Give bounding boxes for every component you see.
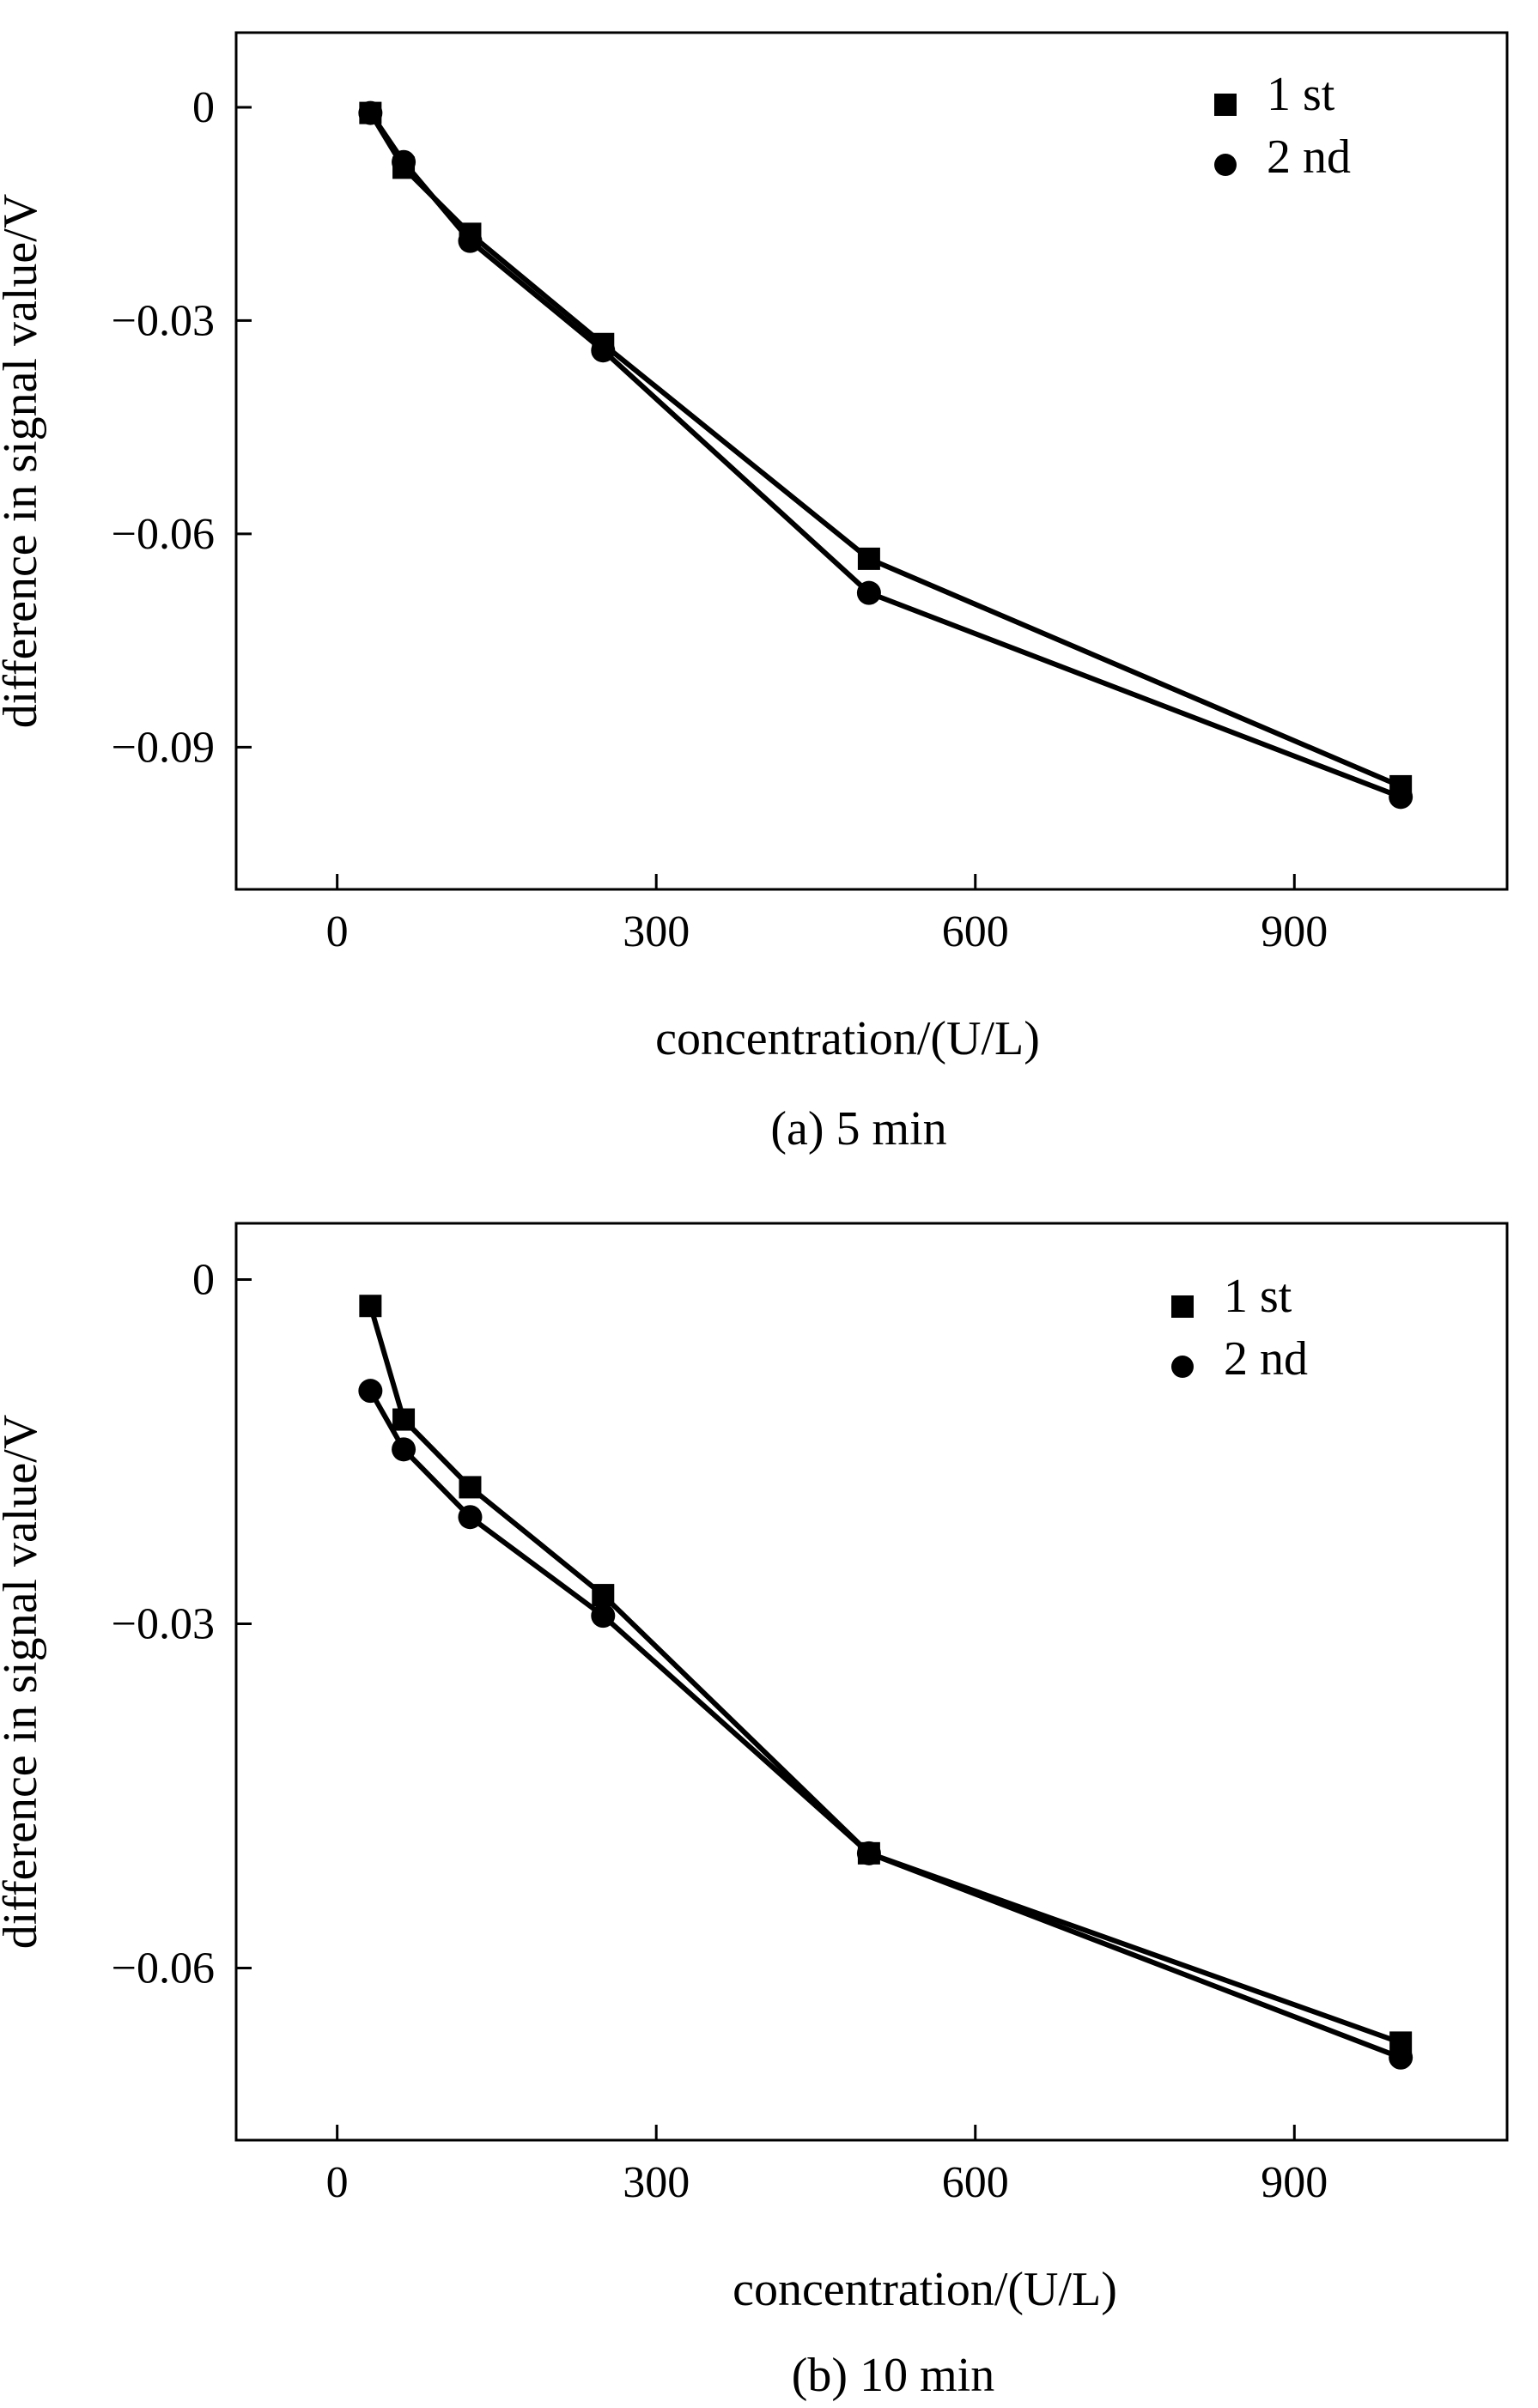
- plot-frame: [234, 1222, 1509, 2142]
- x-tick-label: 600: [942, 907, 1009, 956]
- series-line-2: [368, 1389, 1402, 2060]
- chart-panel-10min: 0 300 600 900 0 −0.03 −0.06 1 st 2 nd differen…: [0, 1222, 1509, 2402]
- y-axis-label: difference in signal value/V: [0, 1415, 47, 1950]
- legend-marker-1st: [1214, 94, 1237, 116]
- y-axis-label: difference in signal value/V: [0, 194, 47, 729]
- data-point-circle: [856, 580, 881, 605]
- data-point-circle: [358, 100, 383, 125]
- data-point-circle: [856, 1841, 881, 1865]
- series-line-1: [368, 112, 1402, 789]
- data-point-circle: [458, 228, 483, 253]
- y-tick-label: 0: [192, 1255, 215, 1304]
- legend: 1 st 2 nd: [1214, 68, 1351, 184]
- x-tick-label: 600: [942, 2158, 1009, 2207]
- x-axis-label: concentration/(U/L): [655, 1012, 1040, 1065]
- data-point-circle: [591, 338, 616, 363]
- panel-caption: (a) 5 min: [770, 1102, 946, 1155]
- x-tick-label: 0: [326, 907, 349, 956]
- series-line-1: [368, 1305, 1402, 2046]
- chart-panel-5min: 0 300 600 900 0 −0.03 −0.06 −0.09 1 st 2 nd dif…: [0, 31, 1509, 1155]
- panel-caption: (b) 10 min: [792, 2349, 994, 2402]
- y-tick-label: −0.03: [112, 296, 215, 345]
- data-point-circle: [358, 1379, 383, 1404]
- x-axis-label: concentration/(U/L): [733, 2263, 1117, 2316]
- data-point-square: [459, 1476, 482, 1499]
- x-tick-label: 0: [326, 2158, 349, 2207]
- legend-label-1st: 1 st: [1267, 68, 1335, 121]
- data-point-circle: [1389, 785, 1413, 810]
- data-point-circle: [392, 1437, 416, 1462]
- data-point-circle: [591, 1604, 616, 1629]
- y-tick-label: −0.06: [112, 1944, 215, 1993]
- series-markers: [358, 1295, 1413, 2070]
- data-point-square: [857, 547, 880, 570]
- data-point-circle: [1389, 2045, 1413, 2070]
- x-tick-label: 300: [623, 907, 690, 956]
- legend-marker-1st: [1171, 1295, 1194, 1318]
- legend-marker-2nd: [1171, 1356, 1194, 1378]
- legend-marker-2nd: [1214, 154, 1237, 176]
- series-lines: [368, 1305, 1402, 2060]
- x-tick-label: 300: [623, 2158, 690, 2207]
- data-point-square: [592, 1584, 615, 1607]
- legend: 1 st 2 nd: [1171, 1270, 1308, 1386]
- y-tick-label: 0: [192, 83, 215, 132]
- legend-label-2nd: 2 nd: [1224, 1332, 1308, 1386]
- x-tick-label: 900: [1261, 907, 1328, 956]
- y-tick-label: −0.03: [112, 1599, 215, 1648]
- x-tick-label: 900: [1261, 2158, 1328, 2207]
- series-lines: [368, 111, 1402, 800]
- data-point-circle: [392, 149, 416, 174]
- data-point-circle: [458, 1505, 483, 1530]
- tick-layer: 0 300 600 900 0 −0.03 −0.06 −0.09: [112, 83, 1328, 956]
- tick-layer: 0 300 600 900 0 −0.03 −0.06: [112, 1255, 1328, 2207]
- legend-label-2nd: 2 nd: [1267, 130, 1351, 184]
- y-tick-label: −0.06: [112, 510, 215, 559]
- data-point-square: [359, 1295, 382, 1318]
- y-tick-label: −0.09: [112, 723, 215, 772]
- series-markers: [358, 100, 1413, 810]
- data-point-square: [392, 1408, 416, 1431]
- series-line-2: [368, 111, 1402, 800]
- plot-frame: [234, 31, 1509, 891]
- legend-label-1st: 1 st: [1224, 1270, 1292, 1323]
